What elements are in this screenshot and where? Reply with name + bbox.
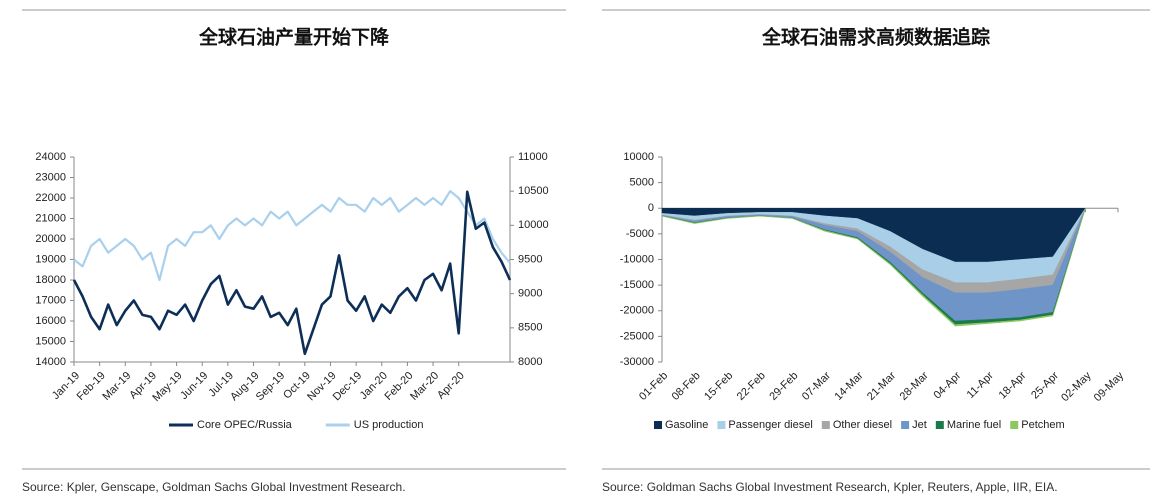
y-tick-label: 18000 xyxy=(35,274,66,286)
chart-title: 全球石油需求高频数据追踪 xyxy=(761,26,990,49)
y-tick-label: 19000 xyxy=(35,253,66,265)
y-tick-label: 21000 xyxy=(35,212,66,224)
y-tick-label: -25000 xyxy=(620,330,654,342)
y-tick-label: 22000 xyxy=(35,192,66,204)
y2-tick-label: 11000 xyxy=(518,151,548,163)
y-tick-label: 14000 xyxy=(35,356,66,368)
y-tick-label: -30000 xyxy=(620,356,654,368)
y-tick-label: 23000 xyxy=(35,171,66,183)
source: Source: Kpler, Genscape, Goldman Sachs G… xyxy=(22,480,406,494)
y-tick-label: 0 xyxy=(648,202,654,214)
y-tick-label: 5000 xyxy=(630,177,654,189)
y-tick-label: 20000 xyxy=(35,233,66,245)
y-tick-label: -5000 xyxy=(626,228,654,240)
x-tick-label: Mar-19 xyxy=(100,370,133,403)
x-tick-label: 07-Mar xyxy=(800,369,833,402)
x-tick-label: 09-May xyxy=(1092,369,1127,404)
x-tick-label: 15-Feb xyxy=(702,370,735,403)
y-tick-label: 16000 xyxy=(35,315,66,327)
x-tick-label: 04-Apr xyxy=(931,369,963,401)
legend-label: US production xyxy=(354,419,424,431)
x-tick-label: Mar-20 xyxy=(408,370,441,403)
x-tick-label: 08-Feb xyxy=(670,370,703,403)
legend-swatch xyxy=(935,421,944,429)
y-tick-label: -20000 xyxy=(620,305,654,317)
y-tick-label: 15000 xyxy=(35,335,66,347)
legend-swatch xyxy=(654,421,662,429)
x-tick-label: Jun-19 xyxy=(178,370,210,402)
x-tick-label: 18-Apr xyxy=(997,369,1029,401)
legend-swatch xyxy=(821,421,830,429)
legend-label: Other diesel xyxy=(833,419,892,431)
x-tick-label: 28-Mar xyxy=(898,369,931,402)
x-tick-label: 02-May xyxy=(1059,369,1094,404)
series-line xyxy=(72,190,512,356)
x-tick-label: Apr-20 xyxy=(435,370,467,402)
y2-tick-label: 10500 xyxy=(518,185,549,197)
series-line xyxy=(73,190,511,282)
x-tick-label: Sep-19 xyxy=(254,370,288,404)
x-tick-label: 14-Mar xyxy=(832,369,865,402)
y-tick-label: 24000 xyxy=(35,151,66,163)
x-tick-label: 22-Feb xyxy=(735,370,768,403)
source: Source: Goldman Sachs Global Investment … xyxy=(602,480,1058,494)
x-tick-label: 01-Feb xyxy=(637,370,670,403)
x-tick-label: 11-Apr xyxy=(965,369,996,400)
y2-tick-label: 9000 xyxy=(518,288,542,300)
stacked-area xyxy=(661,208,1086,327)
y-tick-label: 10000 xyxy=(623,151,654,163)
x-tick-label: 21-Mar xyxy=(865,369,898,402)
y-tick-label: -15000 xyxy=(620,279,654,291)
legend-label: Passenger diesel xyxy=(728,419,812,431)
x-tick-label: Dec-19 xyxy=(331,370,365,404)
legend-label: Petchem xyxy=(1021,419,1064,431)
y2-tick-label: 10000 xyxy=(518,219,549,231)
legend-label: Gasoline xyxy=(665,419,708,431)
legend-swatch xyxy=(1010,421,1019,429)
legend-swatch xyxy=(901,421,910,429)
chart-title: 全球石油产量开始下降 xyxy=(198,26,390,49)
x-tick-label: 29-Feb xyxy=(767,370,800,403)
legend-label: Jet xyxy=(912,419,927,431)
y2-tick-label: 8000 xyxy=(518,356,542,368)
legend-label: Core OPEC/Russia xyxy=(197,419,293,431)
y-tick-label: -10000 xyxy=(620,253,654,265)
y2-tick-label: 9500 xyxy=(518,253,542,265)
x-tick-label: 25-Apr xyxy=(1029,369,1061,401)
legend-swatch xyxy=(717,421,726,429)
y-tick-label: 17000 xyxy=(35,294,66,306)
legend-label: Marine fuel xyxy=(947,419,1001,431)
y2-tick-label: 8500 xyxy=(518,322,542,334)
